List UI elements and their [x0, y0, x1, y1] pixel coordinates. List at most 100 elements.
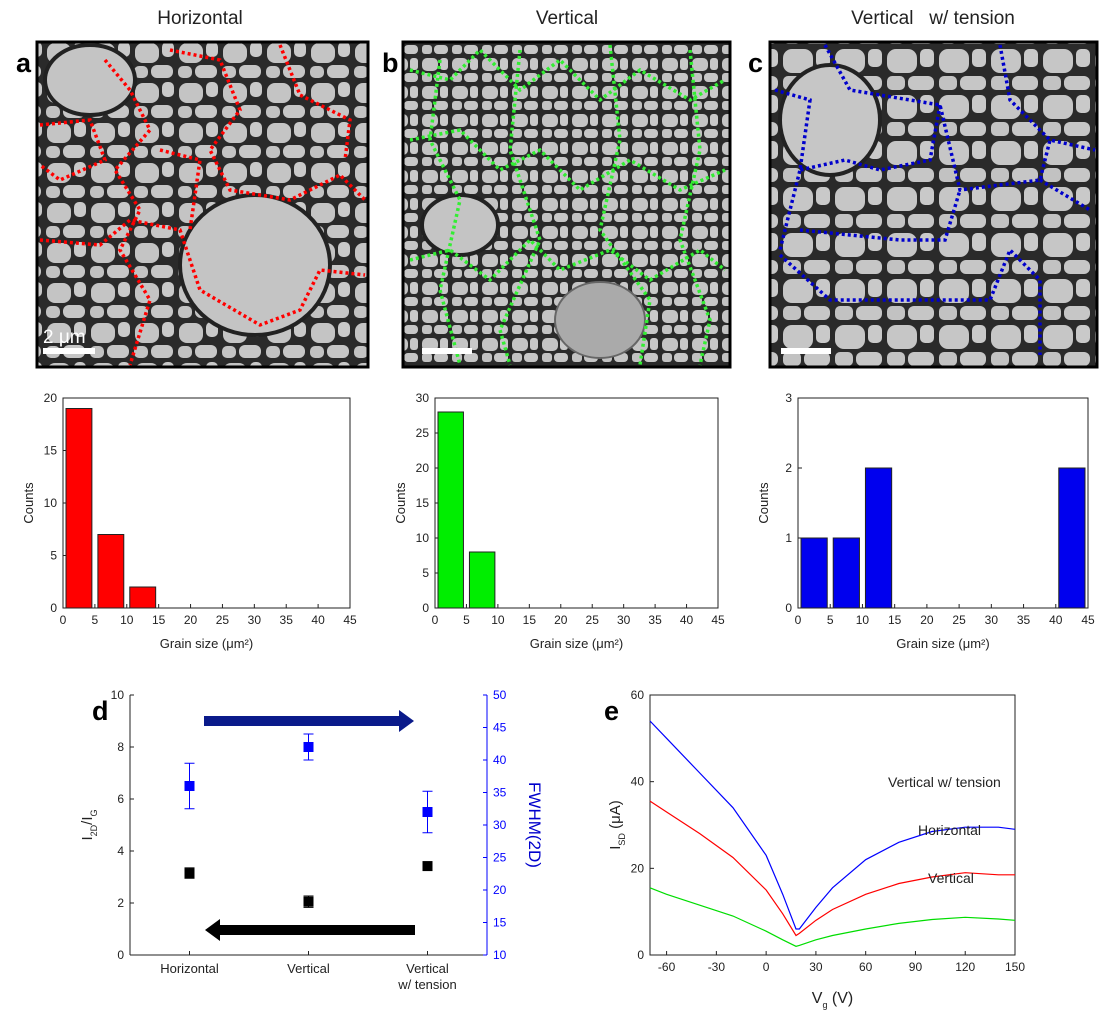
plot-frame — [649, 694, 1016, 956]
bar — [864, 467, 893, 609]
bar — [97, 534, 125, 609]
y-tick-label: 10 — [493, 948, 507, 962]
point — [184, 781, 195, 791]
x-tick-label: 10 — [120, 613, 134, 627]
y-tick-label: 20 — [416, 461, 430, 475]
panel-letter: a — [16, 48, 32, 78]
x-tick-label: 60 — [859, 960, 873, 974]
panel-title: Vertical — [536, 8, 598, 29]
series-label: Vertical w/ tension — [888, 774, 1001, 790]
x-tick-label: -60 — [658, 960, 676, 974]
y-tick-label: 40 — [631, 775, 645, 789]
panel-letter: d — [92, 696, 109, 726]
x-tick-label: 40 — [680, 613, 694, 627]
bar — [437, 411, 464, 609]
x-tick-label: 30 — [985, 613, 999, 627]
x-tick-label: 90 — [909, 960, 923, 974]
y-tick-label: 20 — [493, 883, 507, 897]
x-tick-label: 30 — [809, 960, 823, 974]
y-tick-label: 50 — [493, 688, 507, 702]
micrograph — [768, 40, 1099, 369]
panel-letter: e — [604, 696, 619, 726]
axis-label: Vg (V) — [812, 990, 853, 1010]
x-tick-label: -30 — [708, 960, 726, 974]
axis-label: ISD (μA) — [607, 800, 627, 850]
y-tick-label: 30 — [416, 391, 430, 405]
x-tick-label: Vertical w/ tension — [398, 961, 457, 992]
point — [422, 861, 433, 872]
y-tick-label: 0 — [785, 601, 792, 615]
x-tick-label: 10 — [491, 613, 505, 627]
y-tick-label: 20 — [631, 861, 645, 875]
panel-title: Vertical w/ tension — [851, 8, 1015, 29]
y-tick-label: 60 — [631, 688, 645, 702]
x-tick-label: 35 — [280, 613, 294, 627]
x-tick-label: 45 — [343, 613, 357, 627]
axis-label-part: V — [812, 990, 823, 1007]
x-tick-label: 25 — [952, 613, 966, 627]
bar — [65, 408, 93, 609]
micrograph — [401, 40, 732, 369]
x-tick-label: 0 — [763, 960, 770, 974]
x-tick-label: 40 — [311, 613, 325, 627]
scale-label: 2 μm — [43, 327, 86, 348]
y-tick-label: 25 — [493, 851, 507, 865]
bar — [1058, 467, 1086, 609]
x-tick-label: 15 — [152, 613, 166, 627]
x-axis-label: Grain size (μm²) — [896, 636, 989, 651]
y-tick-label: 20 — [44, 391, 58, 405]
x-tick-label: 0 — [60, 613, 67, 627]
y-tick-label: 3 — [785, 391, 792, 405]
y-tick-label: 0 — [422, 601, 429, 615]
axis-label-part: G — [89, 809, 99, 816]
x-tick-label: 25 — [586, 613, 600, 627]
y-tick-label: 30 — [493, 818, 507, 832]
y-axis-label: Counts — [756, 482, 771, 524]
x-tick-label-box: Vertical — [287, 961, 330, 976]
axis-label-part: 2D — [89, 824, 99, 836]
x-tick-label: 35 — [648, 613, 662, 627]
x-tick-label: 5 — [463, 613, 470, 627]
axis-label-part: g — [822, 1000, 827, 1010]
point — [303, 742, 314, 752]
y-tick-label: 5 — [50, 549, 57, 563]
axis-label-part: SD — [617, 833, 627, 846]
line — [649, 720, 1016, 930]
axis-label-part: (V) — [827, 990, 853, 1007]
x-tick-label: 0 — [795, 613, 802, 627]
y-tick-label: 25 — [416, 426, 430, 440]
y-tick-label: 4 — [117, 844, 124, 858]
point — [422, 807, 433, 817]
x-tick-label: 120 — [955, 960, 975, 974]
x-tick-label: 20 — [184, 613, 198, 627]
x-tick-label-box: Horizontal — [160, 961, 219, 976]
x-tick-label: 40 — [1049, 613, 1063, 627]
y2-axis-label: FWHM(2D) — [525, 782, 544, 868]
series-label: Vertical — [928, 870, 974, 886]
x-tick-label: 30 — [248, 613, 262, 627]
x-axis-label: Grain size (μm²) — [160, 636, 253, 651]
micrograph — [35, 40, 370, 369]
y-tick-label: 0 — [637, 948, 644, 962]
y-tick-label: 5 — [422, 566, 429, 580]
y-tick-label: 8 — [117, 740, 124, 754]
y-tick-label: 45 — [493, 721, 507, 735]
panel-letter: b — [382, 48, 399, 78]
x-tick-label: 5 — [92, 613, 99, 627]
x-axis-label: Grain size (μm²) — [530, 636, 623, 651]
plot-frame — [797, 397, 1089, 609]
panel-title: Horizontal — [157, 8, 243, 29]
x-tick-label: 15 — [888, 613, 902, 627]
axis-label-part: I — [607, 846, 624, 850]
x-tick-label: 0 — [432, 613, 439, 627]
x-tick-label: 25 — [216, 613, 230, 627]
y-tick-label: 40 — [493, 753, 507, 767]
panel-letter: c — [748, 48, 763, 78]
x-tick-label: 15 — [523, 613, 537, 627]
bar — [129, 586, 157, 609]
y-tick-label: 0 — [50, 601, 57, 615]
point — [303, 896, 314, 907]
bar — [800, 537, 828, 609]
y-tick-label: 1 — [785, 531, 792, 545]
